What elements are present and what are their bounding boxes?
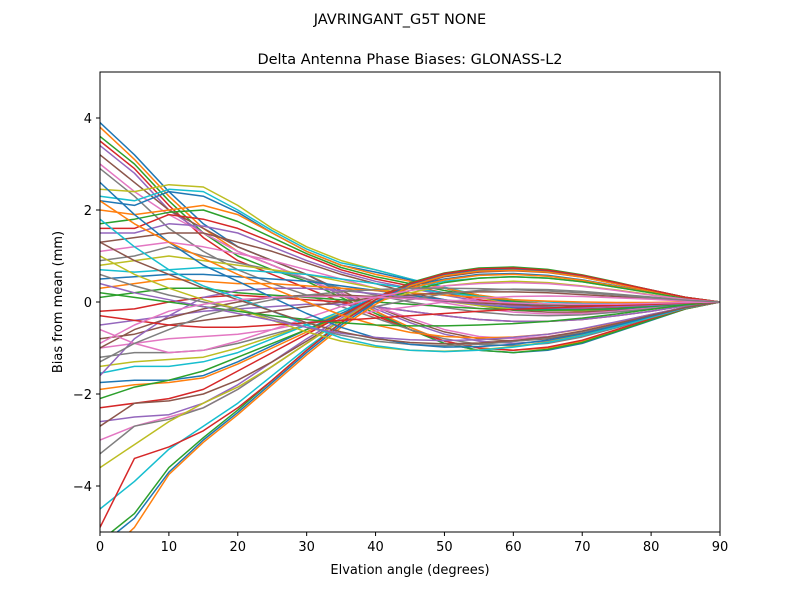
x-tick-label: 10 [161, 540, 178, 555]
y-tick-label: 0 [84, 296, 92, 311]
series-line-s58 [100, 287, 720, 363]
chart-title: Delta Antenna Phase Biases: GLONASS-L2 [257, 52, 562, 68]
x-tick-label: 40 [367, 540, 384, 555]
series-line-s57 [100, 295, 720, 345]
x-tick-label: 70 [574, 540, 591, 555]
series-line-s47 [100, 281, 720, 354]
series-line-s55 [100, 282, 720, 342]
series-line-s18 [100, 246, 720, 317]
x-axis-label: Elvation angle (degrees) [330, 563, 489, 578]
y-tick-label: 2 [84, 204, 92, 219]
x-tick-label: 80 [643, 540, 660, 555]
x-tick-label: 90 [712, 540, 729, 555]
y-tick-label: −4 [73, 480, 92, 495]
x-tick-label: 30 [298, 540, 315, 555]
y-tick-label: 4 [84, 112, 92, 127]
series-line-s50 [100, 218, 720, 353]
series-line-s44 [100, 267, 720, 528]
y-axis: −4 −2 0 2 4 [73, 112, 100, 495]
figure-suptitle: JAVRINGANT_G5T NONE [313, 12, 486, 28]
x-axis: 0 10 20 30 40 50 60 70 80 90 [96, 532, 728, 555]
series-line-s17 [100, 241, 720, 315]
series-line-s56 [100, 241, 720, 345]
y-tick-label: −2 [73, 388, 92, 403]
x-tick-label: 50 [436, 540, 453, 555]
series-line-s54 [100, 301, 720, 329]
series-line-s26 [100, 291, 720, 340]
x-tick-label: 0 [96, 540, 104, 555]
series-line-s51 [100, 181, 720, 348]
x-tick-label: 60 [505, 540, 522, 555]
series-line-s42 [128, 269, 720, 532]
series-line-s27 [100, 295, 720, 349]
series-line-s25 [100, 301, 720, 326]
series-line-s08 [100, 168, 720, 347]
series-line-s45 [100, 287, 720, 377]
y-axis-label: Bias from mean (mm) [51, 231, 66, 373]
x-tick-label: 20 [230, 540, 247, 555]
series-layer [100, 122, 720, 532]
